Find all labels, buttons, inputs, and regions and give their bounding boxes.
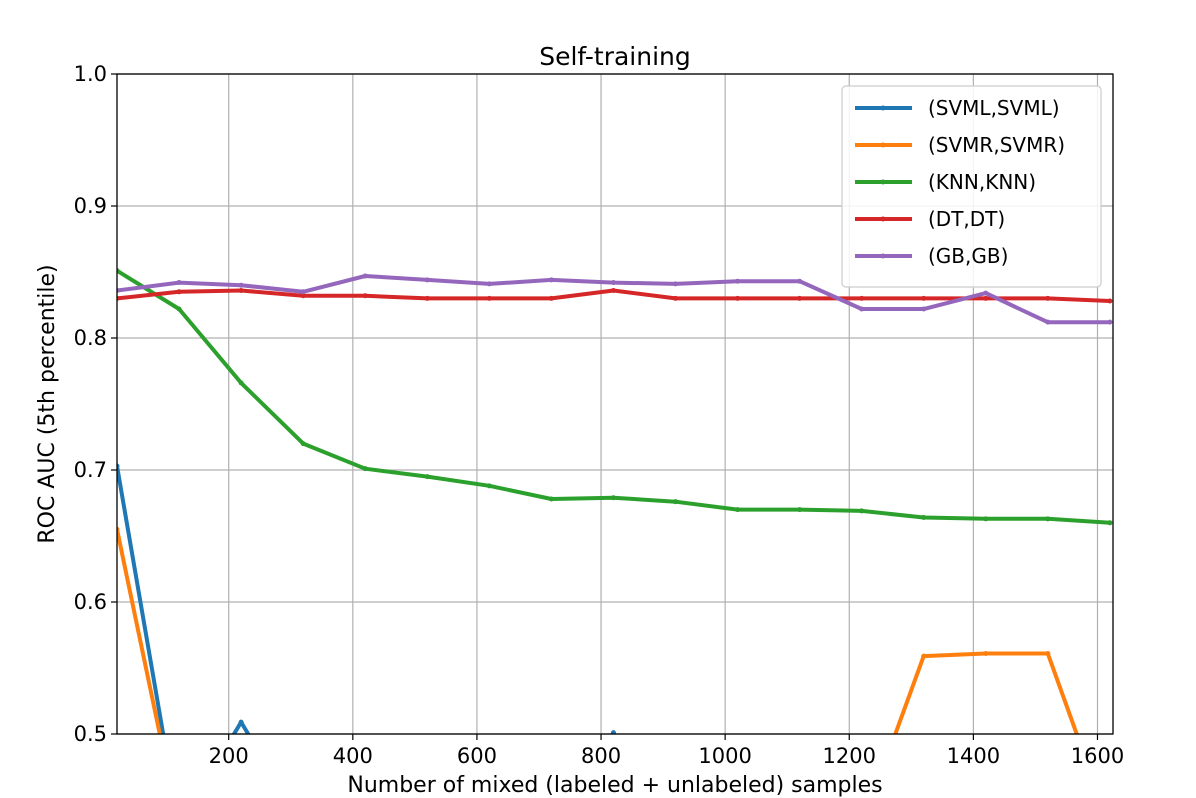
series-line-svmr-svmr: [117, 528, 1079, 734]
data-point-gb-gb: [548, 277, 554, 283]
data-point-svml-svml: [610, 730, 616, 734]
data-point-dt-dt: [362, 293, 368, 299]
data-point-knn-knn: [735, 507, 741, 513]
data-point-svmr-svmr: [1045, 650, 1051, 656]
data-point-dt-dt: [673, 295, 679, 301]
legend-marker: [880, 142, 886, 148]
data-point-gb-gb: [673, 281, 679, 287]
data-point-knn-knn: [673, 499, 679, 505]
data-point-dt-dt: [735, 295, 741, 301]
data-point-gb-gb: [859, 306, 865, 312]
x-tick-label: 800: [581, 744, 621, 768]
legend-box: [841, 85, 1102, 288]
data-point-dt-dt: [797, 295, 803, 301]
legend-label: (SVML,SVML): [928, 96, 1060, 120]
y-axis-label: ROC AUC (5th percentile): [35, 264, 60, 543]
data-point-dt-dt: [424, 295, 430, 301]
data-point-gb-gb: [1107, 319, 1113, 325]
legend-label: (KNN,KNN): [928, 170, 1036, 194]
data-point-gb-gb: [424, 277, 430, 283]
data-point-knn-knn: [362, 466, 368, 472]
data-point-knn-knn: [548, 496, 554, 502]
data-point-knn-knn: [486, 483, 492, 489]
data-point-dt-dt: [983, 295, 989, 301]
data-point-gb-gb: [362, 273, 368, 279]
x-tick-label: 400: [333, 744, 373, 768]
y-tick-label: 0.7: [74, 458, 107, 482]
x-tick-label: 600: [457, 744, 497, 768]
legend-marker: [880, 105, 886, 111]
data-point-dt-dt: [859, 295, 865, 301]
data-point-dt-dt: [300, 293, 306, 299]
data-point-gb-gb: [486, 281, 492, 287]
x-tick-label: 1000: [698, 744, 751, 768]
data-point-dt-dt: [238, 287, 244, 293]
x-tick-label: 1400: [947, 744, 1000, 768]
data-point-gb-gb: [735, 278, 741, 284]
y-tick-label: 1.0: [74, 62, 107, 86]
y-tick-label: 0.9: [74, 194, 107, 218]
legend: (SVML,SVML) (SVMR,SVMR) (KNN,KNN) (DT,DT) (G…: [841, 85, 1102, 288]
data-point-dt-dt: [486, 295, 492, 301]
data-point-dt-dt: [610, 287, 616, 293]
y-tick-label: 0.6: [74, 590, 107, 614]
data-point-gb-gb: [983, 290, 989, 296]
data-point-knn-knn: [797, 507, 803, 513]
data-point-gb-gb: [238, 282, 244, 288]
data-point-gb-gb: [176, 280, 182, 286]
x-tick-label: 200: [209, 744, 249, 768]
data-point-svml-svml: [238, 719, 244, 725]
data-point-gb-gb: [1045, 319, 1051, 325]
legend-label: (SVMR,SVMR): [928, 133, 1065, 157]
legend-marker: [880, 253, 886, 259]
plot-frame: [116, 73, 1114, 735]
data-point-knn-knn: [424, 474, 430, 480]
data-point-gb-gb: [300, 289, 306, 295]
data-point-knn-knn: [859, 508, 865, 514]
data-point-dt-dt: [176, 289, 182, 295]
data-point-gb-gb: [921, 306, 927, 312]
x-tick-label: 1200: [823, 744, 876, 768]
series-layer: [117, 268, 1113, 734]
axis-ticks: 200 400 600 800 1000 1200 1400 1600 0.5 0.6 0.7 0.8…: [74, 62, 1125, 768]
data-point-knn-knn: [176, 306, 182, 312]
legend-label: (DT,DT): [928, 207, 1005, 231]
data-point-knn-knn: [983, 516, 989, 522]
data-point-knn-knn: [300, 441, 306, 447]
data-point-knn-knn: [610, 495, 616, 501]
data-point-knn-knn: [921, 515, 927, 521]
data-point-gb-gb: [610, 280, 616, 286]
data-point-dt-dt: [1107, 298, 1113, 304]
data-point-gb-gb: [797, 278, 803, 284]
data-point-knn-knn: [238, 380, 244, 386]
data-point-svmr-svmr: [921, 653, 927, 659]
y-tick-label: 0.8: [74, 326, 107, 350]
chart-title: Self-training: [539, 42, 691, 71]
y-tick-label: 0.5: [74, 722, 107, 746]
legend-label: (GB,GB): [928, 244, 1008, 268]
data-point-knn-knn: [1107, 520, 1113, 526]
legend-marker: [880, 179, 886, 185]
data-point-knn-knn: [1045, 516, 1051, 522]
data-point-svmr-svmr: [983, 650, 989, 656]
data-point-dt-dt: [921, 295, 927, 301]
x-tick-label: 1600: [1071, 744, 1124, 768]
x-axis-label: Number of mixed (labeled + unlabeled) sa…: [347, 773, 882, 798]
legend-marker: [880, 216, 886, 222]
data-point-dt-dt: [548, 295, 554, 301]
data-point-dt-dt: [1045, 295, 1051, 301]
